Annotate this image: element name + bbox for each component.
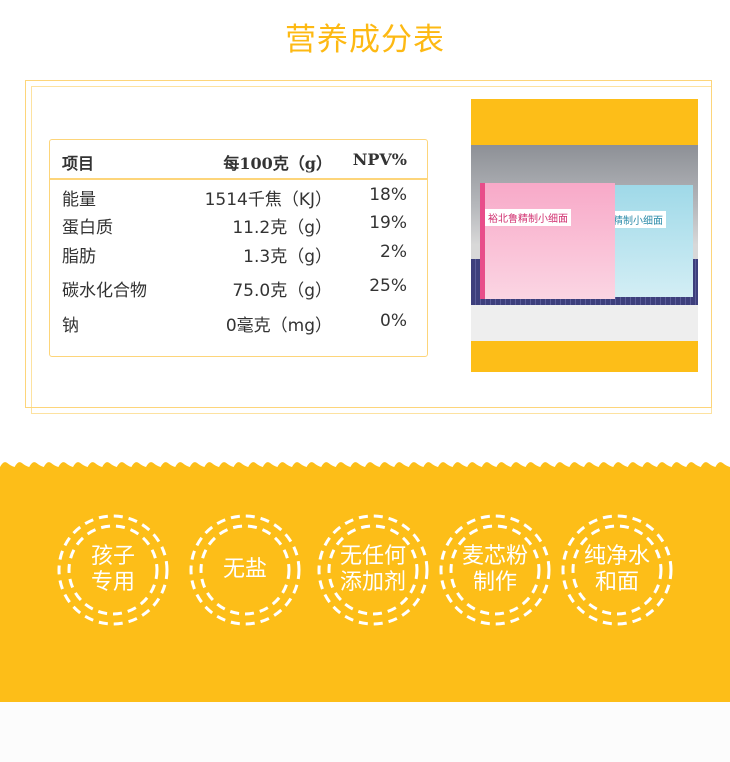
- badge-text: 孩子 专用: [56, 513, 170, 627]
- feature-badge: 无盐: [188, 513, 302, 627]
- nutrient-name: 钠: [62, 316, 79, 336]
- nutrient-amount: 1514千焦（KJ）: [204, 190, 332, 210]
- nutrient-npv: 2%: [380, 242, 407, 262]
- header-npv: NPV%: [352, 150, 407, 169]
- wave-edge: [0, 462, 730, 474]
- nutrient-name: 脂肪: [62, 247, 96, 267]
- nutrient-npv: 19%: [369, 213, 407, 233]
- feature-badge: 麦芯粉 制作: [438, 513, 552, 627]
- feature-badge: 无任何 添加剂: [316, 513, 430, 627]
- nutrient-name: 能量: [62, 190, 96, 210]
- header-per100g: 每100克（g）: [223, 154, 332, 173]
- nutrient-name: 碳水化合物: [62, 281, 147, 301]
- nutrient-amount: 0毫克（mg）: [225, 316, 332, 336]
- feature-badge: 孩子 专用: [56, 513, 170, 627]
- nutrient-amount: 75.0克（g）: [232, 281, 332, 301]
- dashed-circle-icon: [57, 514, 169, 626]
- dashed-circle-icon: [561, 514, 673, 626]
- box-label: 裕北鲁精制小细面: [485, 209, 571, 226]
- decorative-frame: [25, 80, 712, 408]
- badge-text: 无盐: [188, 513, 302, 627]
- dashed-circle-icon: [189, 514, 301, 626]
- table-header: 项目 每100克（g） NPV%: [50, 140, 427, 180]
- nutrition-table: 项目 每100克（g） NPV% 能量 1514千焦（KJ） 18% 蛋白质 11.2克…: [49, 139, 428, 357]
- dashed-circle-icon: [439, 514, 551, 626]
- dashed-circle-icon: [317, 514, 429, 626]
- badge-text: 纯净水 和面: [560, 513, 674, 627]
- badge-line: 无盐: [222, 557, 267, 582]
- feature-badge: 纯净水 和面: [560, 513, 674, 627]
- box-label: 精制小细面: [610, 211, 666, 228]
- nutrient-amount: 11.2克（g）: [232, 218, 332, 238]
- badge-line: 添加剂: [339, 570, 406, 595]
- badge-line: 孩子: [90, 544, 135, 569]
- badge-line: 无任何: [339, 544, 406, 569]
- badge-line: 麦芯粉: [461, 544, 528, 569]
- nutrient-npv: 25%: [369, 276, 407, 296]
- product-box-pink: 裕北鲁精制小细面: [480, 183, 615, 299]
- wave-shape: [0, 462, 730, 474]
- badge-line: 制作: [472, 570, 517, 595]
- features-band: [0, 467, 730, 702]
- table-surface: [471, 305, 698, 341]
- nutrient-npv: 0%: [380, 311, 407, 331]
- badge-line: 专用: [90, 570, 135, 595]
- photo-scene: 精制小细面 裕北鲁精制小细面: [471, 145, 698, 341]
- product-photo: 精制小细面 裕北鲁精制小细面: [471, 99, 698, 372]
- nutrient-amount: 1.3克（g）: [243, 247, 332, 267]
- badge-line: 纯净水: [583, 544, 650, 569]
- nutrient-npv: 18%: [369, 185, 407, 205]
- page-title: 营养成分表: [285, 22, 445, 58]
- badge-text: 麦芯粉 制作: [438, 513, 552, 627]
- nutrient-name: 蛋白质: [62, 218, 113, 238]
- badge-line: 和面: [594, 570, 639, 595]
- badge-text: 无任何 添加剂: [316, 513, 430, 627]
- header-item: 项目: [62, 154, 95, 173]
- bottom-area: [0, 702, 730, 762]
- product-box-blue: 精制小细面: [608, 185, 693, 297]
